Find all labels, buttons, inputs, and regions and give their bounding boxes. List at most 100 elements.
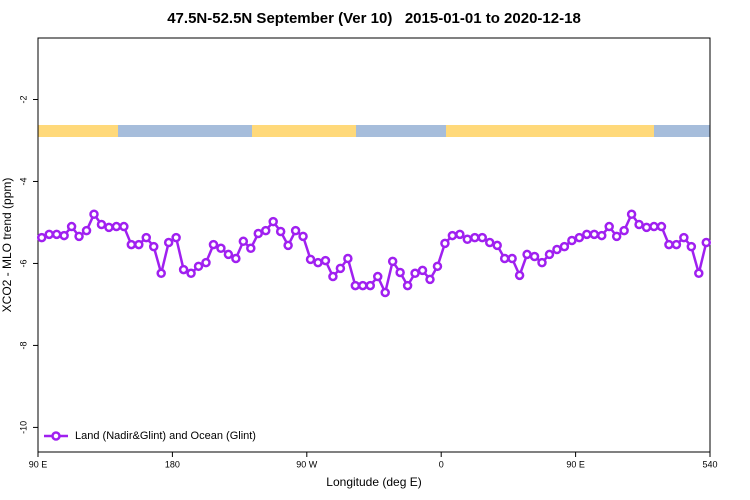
point xyxy=(484,237,495,248)
point xyxy=(514,270,525,281)
point xyxy=(425,274,435,285)
point xyxy=(387,256,398,267)
point xyxy=(178,264,189,275)
point xyxy=(163,237,174,248)
point xyxy=(634,219,644,230)
point xyxy=(335,263,346,274)
point xyxy=(701,237,712,248)
point xyxy=(350,280,361,291)
y-tick-label: -10 xyxy=(18,421,28,434)
point xyxy=(432,261,443,272)
point xyxy=(440,238,450,249)
point xyxy=(268,216,278,227)
y-tick-label: -2 xyxy=(18,95,28,103)
point xyxy=(671,239,682,250)
point xyxy=(246,243,256,254)
point xyxy=(208,239,219,250)
point xyxy=(51,229,62,240)
point xyxy=(298,231,308,242)
point xyxy=(89,209,99,220)
point xyxy=(537,257,547,268)
point xyxy=(455,229,465,240)
y-tick-label: -8 xyxy=(18,341,28,349)
x-axis-label: Longitude (deg E) xyxy=(326,475,421,489)
point xyxy=(604,221,614,232)
point xyxy=(66,221,77,232)
point xyxy=(238,236,249,247)
point xyxy=(253,228,264,239)
point xyxy=(216,243,226,254)
point xyxy=(664,239,674,250)
point xyxy=(559,241,570,252)
x-tick-label: 0 xyxy=(439,459,444,469)
legend-marker xyxy=(51,431,61,441)
y-tick-label: -6 xyxy=(18,259,28,267)
point xyxy=(201,257,211,268)
ocean xyxy=(356,125,446,137)
point xyxy=(402,280,413,291)
point xyxy=(492,240,502,251)
point xyxy=(148,241,159,252)
point xyxy=(104,222,114,233)
point xyxy=(507,253,517,264)
x-tick-label: 90 E xyxy=(566,459,585,469)
point xyxy=(141,232,152,243)
x-tick-label: 90 E xyxy=(29,459,48,469)
x-tick-label: 90 W xyxy=(296,459,318,469)
point xyxy=(223,249,234,260)
point xyxy=(290,225,301,236)
point xyxy=(111,221,122,232)
point xyxy=(74,231,84,242)
point xyxy=(231,253,241,264)
point xyxy=(36,232,47,243)
point xyxy=(596,230,607,241)
point xyxy=(343,253,353,264)
point xyxy=(626,209,637,220)
point xyxy=(679,232,689,243)
point xyxy=(686,241,697,252)
point xyxy=(470,232,480,243)
x-tick-label: 180 xyxy=(165,459,180,469)
point xyxy=(186,268,196,279)
point xyxy=(119,221,129,232)
point xyxy=(447,230,458,241)
point xyxy=(641,222,652,233)
point xyxy=(328,271,338,282)
point xyxy=(193,261,204,272)
point xyxy=(417,265,428,276)
point xyxy=(552,244,562,255)
point xyxy=(313,257,323,268)
land-ocean-strip xyxy=(38,125,710,137)
point xyxy=(156,268,166,279)
point xyxy=(134,239,144,250)
point xyxy=(477,232,488,243)
point xyxy=(358,280,368,291)
point xyxy=(499,253,510,264)
y-axis-label: XCO2 - MLO trend (ppm) xyxy=(0,178,14,313)
point xyxy=(380,287,390,298)
x-tick-label: 540 xyxy=(702,459,717,469)
legend-label: Land (Nadir&Glint) and Ocean (Glint) xyxy=(75,430,256,442)
point xyxy=(395,267,405,278)
chart-title: 47.5N-52.5N September (Ver 10) 2015-01-0… xyxy=(167,10,581,27)
point xyxy=(283,240,293,251)
point xyxy=(529,251,540,262)
point xyxy=(589,229,600,240)
point xyxy=(96,219,107,230)
point xyxy=(567,235,577,246)
point xyxy=(656,221,667,232)
point xyxy=(171,232,181,243)
ocean xyxy=(118,125,252,137)
point xyxy=(305,254,316,265)
point xyxy=(611,231,622,242)
point xyxy=(365,280,376,291)
point xyxy=(544,249,555,260)
point xyxy=(81,225,92,236)
point xyxy=(59,230,69,241)
point xyxy=(410,268,420,279)
point xyxy=(649,221,659,232)
point xyxy=(462,234,473,245)
point xyxy=(372,271,383,282)
point xyxy=(619,225,629,236)
